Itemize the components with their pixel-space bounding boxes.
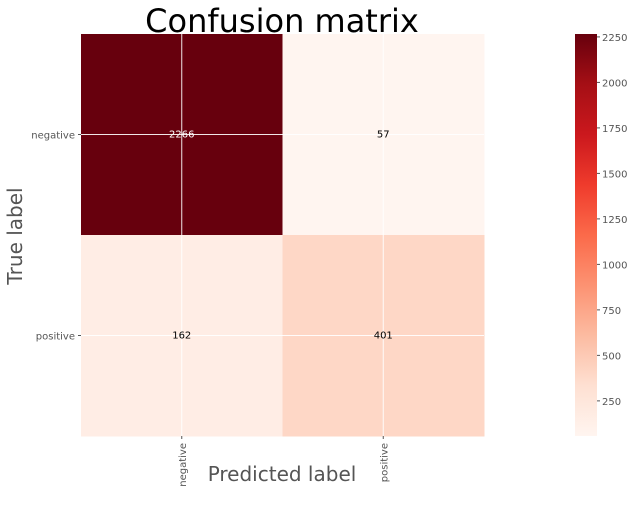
cell-value-label: 162 [172,331,191,342]
colorbar-tick-label: 1500 [602,169,627,180]
colorbar-tick-label: 250 [602,397,621,408]
colorbar-tick-label: 2000 [602,78,627,89]
colorbar-tick-label: 1750 [602,124,627,135]
colorbar-tick-label: 1250 [602,215,627,226]
colorbar-tick-label: 2250 [602,33,627,44]
y-axis-label: True label [3,187,27,285]
x-axis-ticks: negative positive [178,436,390,487]
x-axis-label: Predicted label [208,462,357,486]
cell-value-label: 57 [377,130,390,141]
y-axis-ticks: negative positive [31,131,81,343]
chart-title: Confusion matrix [145,2,419,40]
colorbar-tick-label: 750 [602,306,621,317]
colorbar-ticks: 250 500 750 1000 1250 1500 1750 2000 2250 [597,33,627,408]
heatmap-grid [81,34,484,436]
y-tick-label: positive [36,332,75,343]
colorbar-tick-label: 1000 [602,260,627,271]
cell-value-label: 401 [374,331,393,342]
y-tick-label: negative [31,131,75,142]
colorbar-tick-label: 500 [602,351,621,362]
x-tick-label: negative [178,443,189,487]
heatmap-cells [81,34,485,437]
colorbar: 250 500 750 1000 1250 1500 1750 2000 2250 [575,33,627,436]
colorbar-gradient [575,34,597,436]
x-tick-label: positive [379,443,390,482]
heatmap-cell-labels: 2266 57 162 401 [169,130,393,342]
cell-value-label: 2266 [169,130,194,141]
